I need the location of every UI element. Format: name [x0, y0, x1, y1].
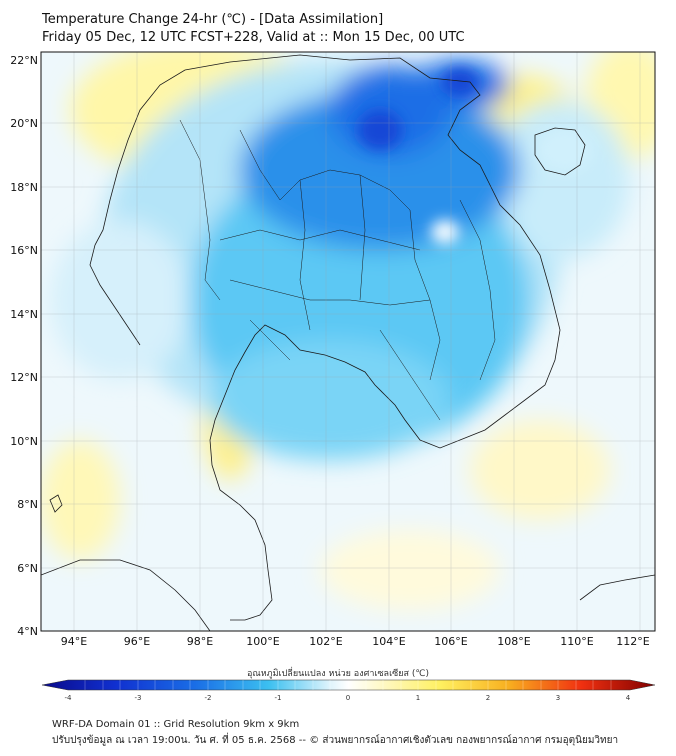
lat-label: 6°N: [17, 562, 38, 575]
lat-label: 16°N: [10, 244, 38, 257]
nicobar-island: [49, 494, 63, 513]
lon-label: 106°E: [434, 635, 467, 648]
colorbar-tick: 1: [416, 694, 420, 700]
lat-label: 22°N: [10, 54, 38, 67]
lat-label: 14°N: [10, 308, 38, 321]
colorbar-label: อุณหภูมิเปลี่ยนแปลง หน่วย องศาเซลเซียส (…: [246, 669, 430, 679]
colorbar-tick: -1: [275, 694, 282, 700]
map-title: Temperature Change 24-hr (℃) - [Data Ass…: [42, 12, 384, 27]
lat-label: 20°N: [10, 117, 38, 130]
lon-label: 96°E: [124, 635, 150, 648]
longitude-labels: 94°E 96°E 98°E 100°E 102°E 104°E 106°E 1…: [61, 635, 650, 648]
lon-label: 112°E: [616, 635, 649, 648]
colorbar-tick: 3: [556, 694, 560, 700]
colorbar: -4 -3 -2 -1 0 1 2 3 4: [41, 679, 656, 700]
coastlines: [41, 54, 655, 631]
temperature-field: [41, 52, 655, 631]
colorbar-tick: 4: [626, 694, 631, 700]
mainland-coastline: [94, 54, 561, 621]
map-canvas: 22°N 20°N 18°N 16°N 14°N 12°N 10°N 8°N 6…: [10, 51, 656, 700]
lat-label: 4°N: [17, 625, 38, 638]
footer-resolution: WRF-DA Domain 01 :: Grid Resolution 9km …: [52, 719, 300, 730]
lat-label: 8°N: [17, 498, 38, 511]
latitude-labels: 22°N 20°N 18°N 16°N 14°N 12°N 10°N 8°N 6…: [10, 54, 38, 638]
colorbar-tick: -3: [135, 694, 142, 700]
lat-label: 12°N: [10, 371, 38, 384]
colorbar-segments: [84, 680, 612, 690]
colorbar-tick: 2: [486, 694, 490, 700]
footer-credit: ปรับปรุงข้อมูล ณ เวลา 19:00น. วัน ศ. ที่…: [52, 735, 619, 746]
colorbar-ticks: -4 -3 -2 -1 0 1 2 3 4: [65, 694, 631, 700]
lon-label: 104°E: [372, 635, 405, 648]
graticule: [41, 52, 655, 631]
colorbar-tick: -2: [205, 694, 212, 700]
lon-label: 108°E: [497, 635, 530, 648]
lon-label: 94°E: [61, 635, 87, 648]
province-borders: [179, 119, 496, 421]
andaman-coast: [89, 244, 141, 346]
colorbar-tick: -4: [65, 694, 73, 700]
map-subtitle: Friday 05 Dec, 12 UTC FCST+228, Valid at…: [42, 30, 465, 45]
lon-label: 100°E: [246, 635, 279, 648]
colorbar-tick: 0: [346, 694, 350, 700]
lon-label: 102°E: [309, 635, 342, 648]
sumatra-coast: [41, 559, 211, 631]
lon-label: 110°E: [560, 635, 593, 648]
lat-label: 10°N: [10, 435, 38, 448]
colorbar-ramp: [41, 679, 656, 691]
map-frame: [40, 51, 656, 632]
lon-label: 98°E: [187, 635, 213, 648]
lat-label: 18°N: [10, 181, 38, 194]
hainan-island: [534, 127, 586, 176]
